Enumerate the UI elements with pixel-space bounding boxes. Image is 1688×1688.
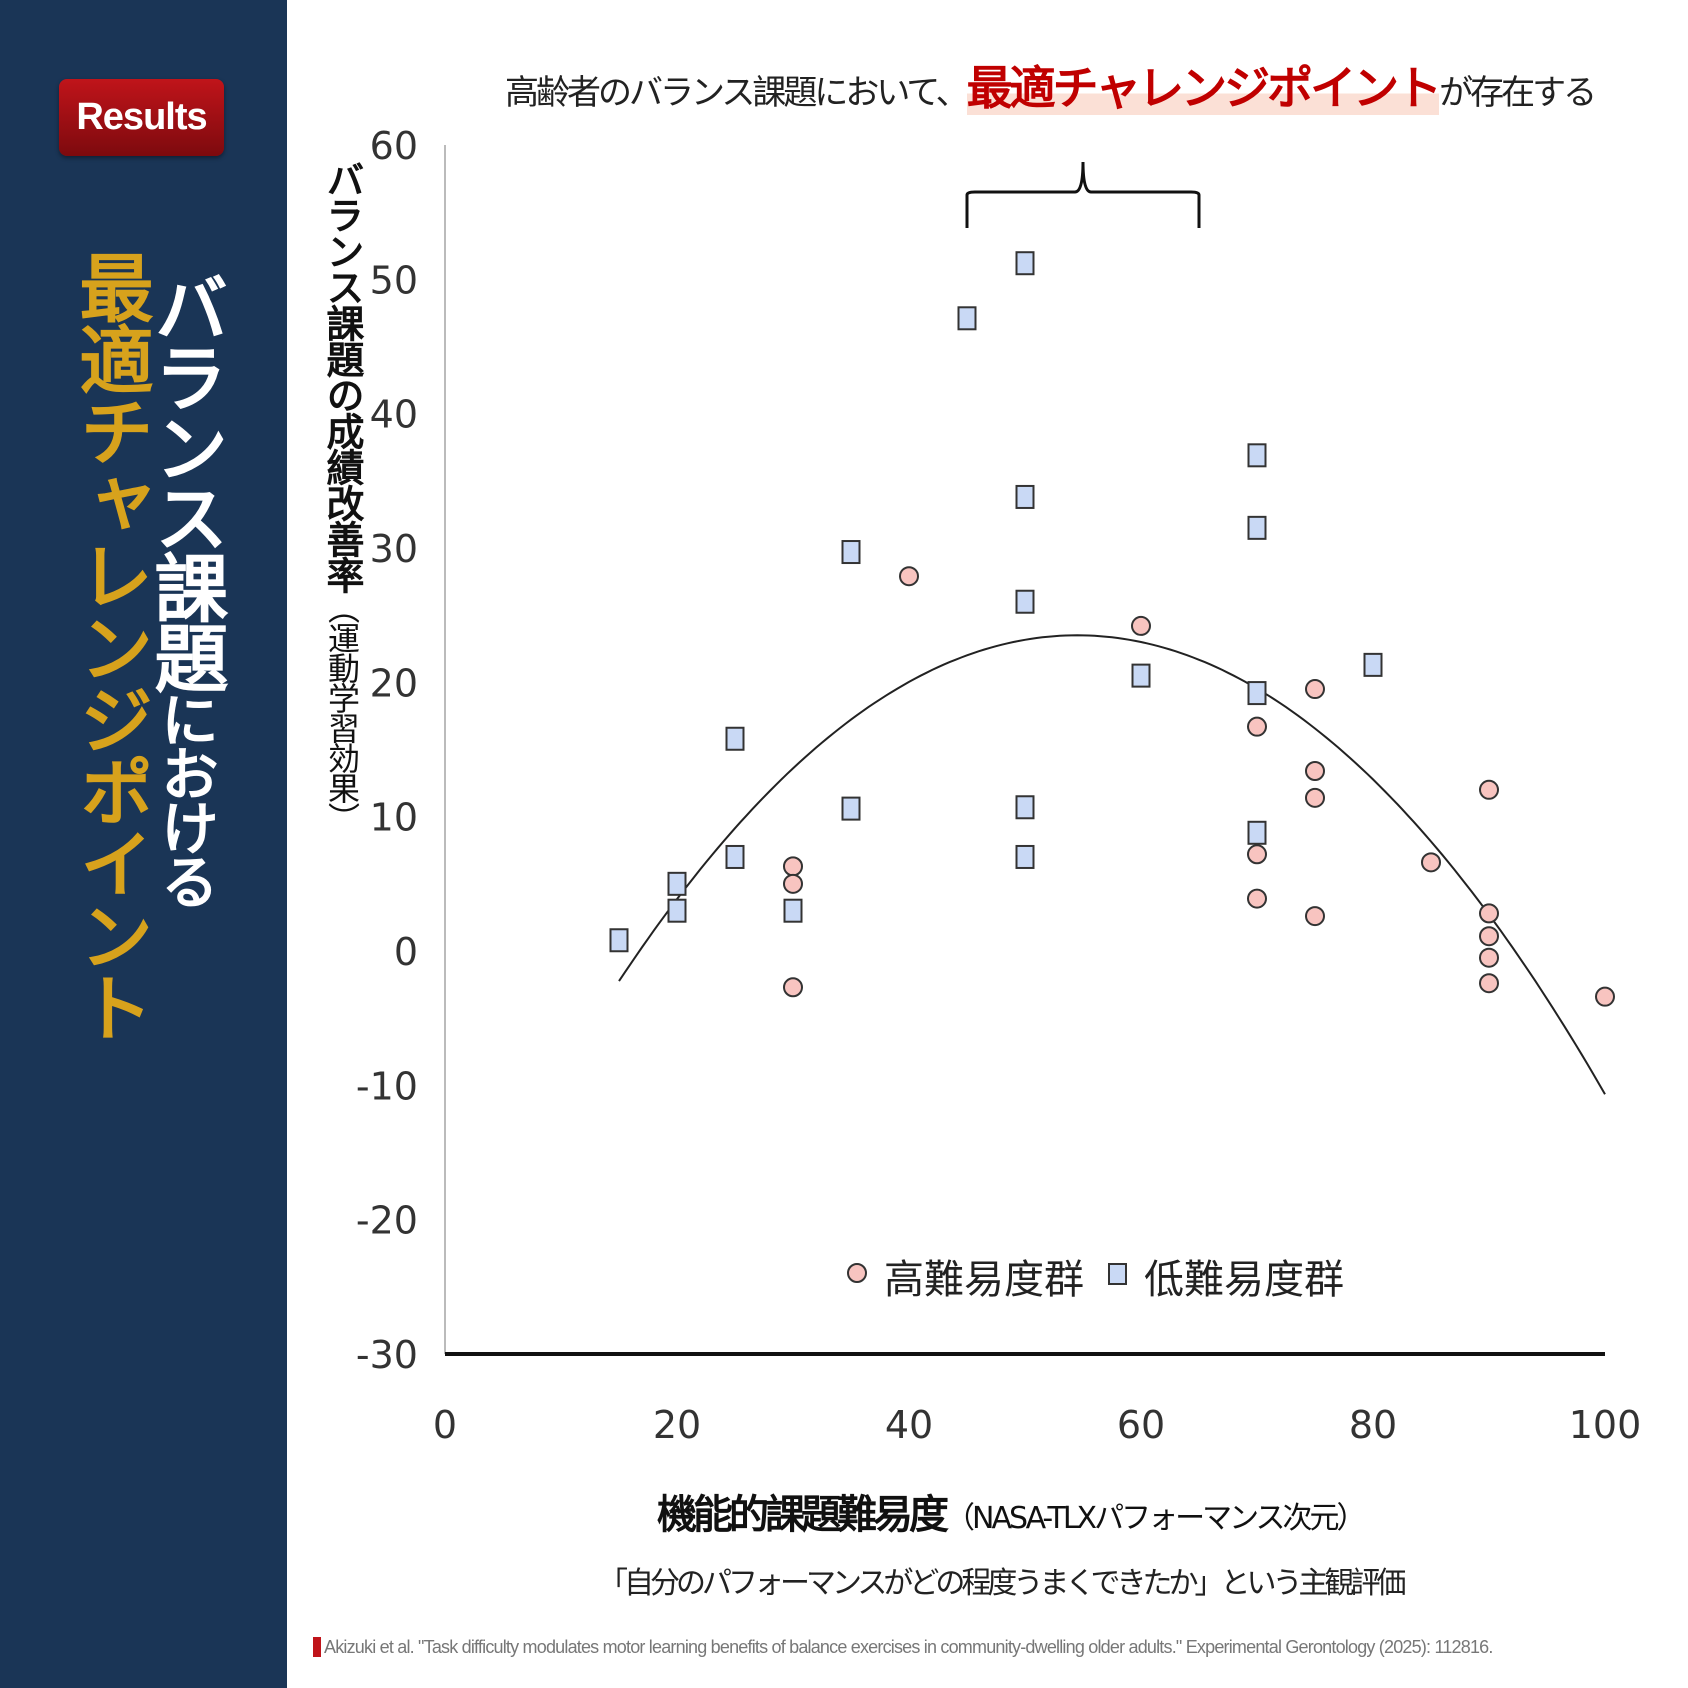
y-tick-label: 50	[370, 258, 418, 302]
y-tick-label: 0	[394, 930, 418, 974]
low-group-point	[1363, 652, 1383, 677]
x-tick-label: 40	[885, 1403, 933, 1447]
low-group-point	[725, 726, 745, 751]
high-group-point	[1247, 716, 1267, 737]
sidebar: Results 最適チャレンジポイント バランス課題における	[0, 0, 287, 1688]
high-group-point	[1479, 903, 1499, 924]
x-tick-label: 60	[1117, 1403, 1165, 1447]
high-group-point	[783, 873, 803, 894]
trendline	[618, 634, 1606, 1095]
y-tick-label: 60	[370, 124, 418, 168]
sidebar-title-white-big: バランス課題	[142, 270, 228, 690]
low-group-point	[609, 928, 629, 953]
low-group-point	[1015, 844, 1035, 869]
sidebar-title-white-small: における	[151, 690, 219, 906]
low-group-point	[783, 898, 803, 923]
x-axis-sublabel: 「自分のパフォーマンスがどの程度うまくできたか」という主観評価	[598, 1566, 1407, 1601]
high-group-point	[1479, 973, 1499, 994]
low-group-point	[667, 871, 687, 896]
high-group-point	[1421, 852, 1441, 873]
legend-label-high: 高難易度群	[884, 1257, 1084, 1303]
y-tick-label: 30	[370, 527, 418, 571]
high-group-point	[1247, 844, 1267, 865]
legend-circle-marker	[847, 1263, 867, 1283]
low-group-point	[841, 540, 861, 565]
x-axis-label: 機能的課題難易度（NASA-TLXパフォーマンス次元）	[657, 1482, 1657, 1540]
x-axis-label-main: 機能的課題難易度	[657, 1492, 949, 1538]
high-group-point	[783, 977, 803, 998]
legend-square-marker	[1108, 1263, 1127, 1285]
headline-before: 高齢者のバランス課題において、	[505, 73, 970, 113]
citation: Akizuki et al. "Task difficulty modulate…	[313, 1636, 1678, 1658]
book-icon	[313, 1637, 321, 1657]
high-group-point	[1595, 986, 1615, 1007]
low-group-point	[1015, 251, 1035, 276]
low-group-point	[1247, 681, 1267, 706]
low-group-point	[957, 306, 977, 331]
y-axis-label-main: バランス課題の成績改善率	[320, 160, 364, 592]
x-axis-label-paren: （NASA-TLXパフォーマンス次元）	[945, 1501, 1366, 1536]
x-tick-label: 80	[1349, 1403, 1397, 1447]
headline-highlight: 最適チャレンジポイント	[966, 61, 1442, 115]
y-axis-label-sub: （運動学習効果）	[323, 592, 361, 832]
low-group-point	[1247, 515, 1267, 540]
high-group-point	[1479, 926, 1499, 947]
citation-text: Akizuki et al. "Task difficulty modulate…	[324, 1637, 1493, 1657]
x-tick-label: 20	[653, 1403, 701, 1447]
y-tick-label: 10	[370, 796, 418, 840]
y-axis-label: バランス課題の成績改善率（運動学習効果）	[315, 160, 370, 832]
high-group-point	[1131, 615, 1151, 636]
legend: 高難易度群 低難易度群	[847, 1257, 1344, 1303]
sidebar-title-gold: 最適チャレンジポイント	[67, 250, 153, 1042]
high-group-point	[1479, 947, 1499, 968]
low-group-point	[841, 796, 861, 821]
y-tick-label: -10	[356, 1064, 418, 1108]
high-group-point	[1305, 679, 1325, 700]
results-badge: Results	[59, 79, 224, 156]
low-group-point	[1015, 589, 1035, 614]
headline-after: が存在する	[1439, 73, 1597, 113]
y-tick-label: -20	[356, 1199, 418, 1243]
low-group-point	[1015, 484, 1035, 509]
x-tick-label: 0	[433, 1403, 457, 1447]
high-group-point	[783, 856, 803, 877]
low-group-point	[1015, 795, 1035, 820]
low-group-point	[1247, 820, 1267, 845]
optimal-range-bracket	[965, 161, 1201, 228]
high-group-point	[899, 566, 919, 587]
sidebar-title-white: バランス課題における	[142, 270, 228, 906]
high-group-point	[1247, 888, 1267, 909]
x-tick-label: 100	[1569, 1403, 1642, 1447]
y-tick-label: -30	[356, 1333, 418, 1377]
low-group-point	[667, 898, 687, 923]
y-tick-label: 40	[370, 393, 418, 437]
y-tick-label: 20	[370, 661, 418, 705]
high-group-point	[1305, 760, 1325, 781]
high-group-point	[1305, 787, 1325, 808]
high-group-point	[1305, 906, 1325, 927]
headline: 高齢者のバランス課題において、最適チャレンジポイントが存在する	[505, 52, 1675, 118]
legend-label-low: 低難易度群	[1144, 1257, 1344, 1303]
high-group-point	[1479, 779, 1499, 800]
low-group-point	[1131, 663, 1151, 688]
low-group-point	[1247, 443, 1267, 468]
low-group-point	[725, 844, 745, 869]
